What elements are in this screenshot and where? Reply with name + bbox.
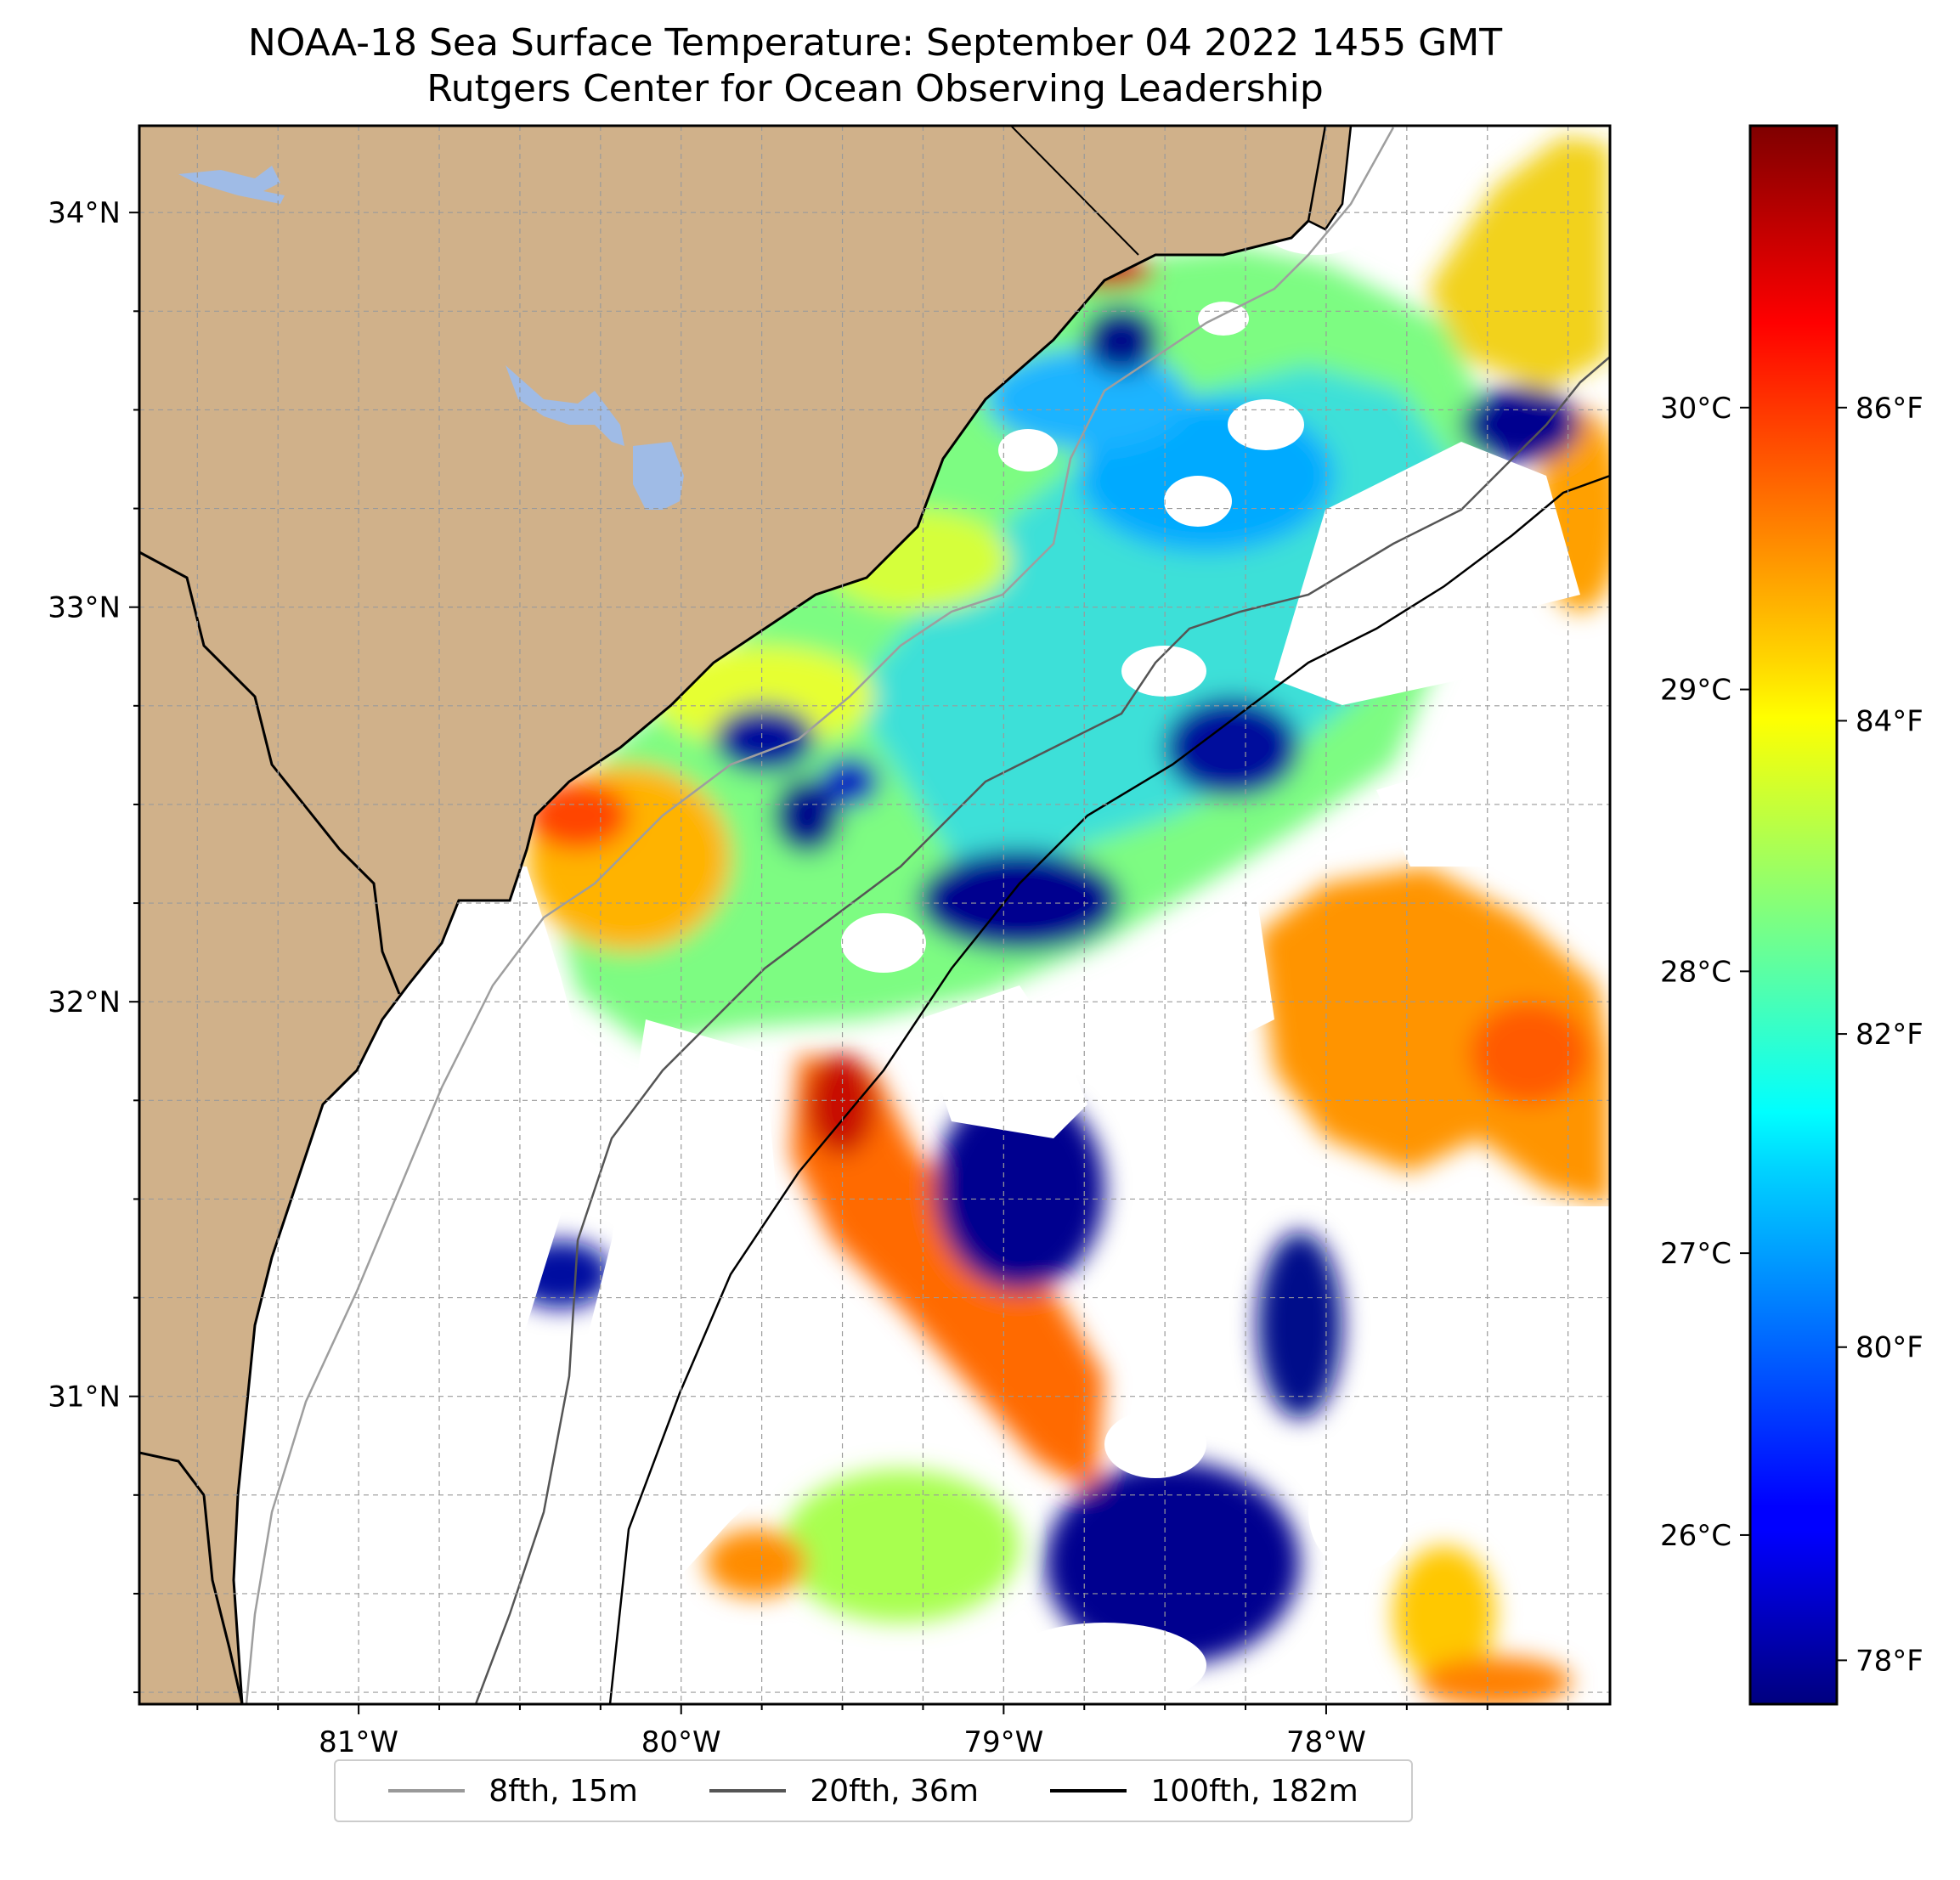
- lon-tick-label: 78°W: [1286, 1725, 1366, 1759]
- legend-swatch: [1050, 1789, 1127, 1792]
- chart-title: NOAA-18 Sea Surface Temperature: Septemb…: [247, 21, 1503, 65]
- legend-label: 20fth, 36m: [810, 1773, 979, 1809]
- sst-cold-spot: [935, 1087, 1104, 1291]
- colorbar: [1748, 124, 1839, 1706]
- colorbar-c-label: 28°C: [1660, 955, 1731, 989]
- sst-cold-spot: [1045, 1461, 1300, 1665]
- colorbar-c-label: 29°C: [1660, 674, 1731, 708]
- sst-southern-tongue: [807, 1053, 875, 1155]
- legend-swatch: [388, 1789, 466, 1792]
- latitude-axis: 34°N 33°N 32°N 31°N: [48, 196, 139, 1694]
- legend-item-8fth: 8fth, 15m: [388, 1774, 638, 1809]
- sst-gulf-stream: [1257, 867, 1610, 1206]
- lat-tick-label: 31°N: [48, 1380, 121, 1414]
- sst-southern-tongue: [790, 1053, 1104, 1495]
- land-mass: [139, 126, 1344, 1704]
- lake: [506, 365, 624, 446]
- chart-subtitle: Rutgers Center for Ocean Observing Leade…: [426, 67, 1324, 110]
- sst-south-mixed: [1419, 1657, 1572, 1704]
- contour-100fth: [608, 474, 1610, 1704]
- land-barrier-island: [1307, 126, 1353, 231]
- colorbar-c-label: 27°C: [1660, 1237, 1731, 1271]
- legend-swatch: [709, 1789, 787, 1792]
- river: [139, 550, 401, 995]
- colorbar-f-label: 84°F: [1856, 704, 1923, 738]
- colorbar-f-label: 80°F: [1856, 1331, 1923, 1365]
- legend-item-20fth: 20fth, 36m: [709, 1774, 979, 1809]
- legend-label: 100fth, 182m: [1150, 1773, 1358, 1809]
- legend-label: 8fth, 15m: [489, 1773, 638, 1809]
- map-grid: [139, 126, 1610, 1704]
- sst-south-mixed: [705, 1529, 807, 1597]
- map-frame: [138, 124, 1612, 1706]
- sst-cold-spot: [714, 705, 816, 773]
- state-border: [1010, 126, 1139, 256]
- lon-tick-label: 79°W: [963, 1725, 1043, 1759]
- contour-8fth: [245, 127, 1395, 1704]
- river: [139, 1451, 244, 1704]
- contour-20fth: [474, 356, 1610, 1704]
- colorbar-celsius-axis: 30°C 29°C 28°C 27°C 26°C: [1660, 392, 1750, 1553]
- sst-cold-spot: [918, 850, 1121, 951]
- sst-cold-spot: [820, 756, 879, 807]
- lat-tick-label: 32°N: [48, 985, 121, 1019]
- sst-cold-spot: [1461, 387, 1580, 463]
- lon-tick-label: 80°W: [641, 1725, 721, 1759]
- sst-south-mixed: [1393, 1546, 1495, 1682]
- lat-tick-label: 33°N: [48, 591, 121, 625]
- lakes: [178, 166, 684, 510]
- sst-cool-patch: [986, 348, 1189, 450]
- colorbar-f-label: 86°F: [1856, 392, 1923, 426]
- lat-tick-label: 34°N: [48, 196, 121, 230]
- sst-cold-spot: [1083, 306, 1160, 374]
- legend-item-100fth: 100fth, 182m: [1050, 1774, 1358, 1809]
- colorbar-f-label: 78°F: [1856, 1644, 1923, 1678]
- sst-cold-spot: [1257, 1232, 1342, 1419]
- longitude-axis: 81°W 80°W 79°W 78°W: [196, 1704, 1569, 1759]
- sst-gulf-stream: [1470, 1002, 1589, 1104]
- sst-field: [323, 136, 1610, 1704]
- sst-cold-spot: [1164, 697, 1300, 799]
- sst-cold-spot: [773, 777, 841, 854]
- colorbar-f-label: 82°F: [1856, 1018, 1923, 1052]
- contour-legend: 8fth, 15m 20fth, 36m 100fth, 182m: [334, 1759, 1413, 1822]
- sst-warm-ne: [1427, 136, 1610, 391]
- colorbar-c-label: 30°C: [1660, 392, 1731, 426]
- lake: [178, 166, 285, 204]
- lon-tick-label: 81°W: [319, 1725, 398, 1759]
- lake: [633, 442, 684, 510]
- colorbar-fahrenheit-axis: 86°F 84°F 82°F 80°F 78°F: [1837, 392, 1923, 1678]
- sst-south-mixed: [782, 1470, 1020, 1623]
- colorbar-c-label: 26°C: [1660, 1519, 1731, 1553]
